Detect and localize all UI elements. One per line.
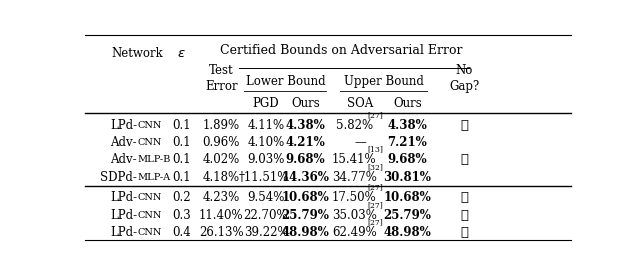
Text: 4.38%: 4.38% bbox=[286, 119, 326, 132]
Text: ✓: ✓ bbox=[460, 119, 468, 132]
Text: 35.03%: 35.03% bbox=[332, 209, 377, 221]
Text: 10.68%: 10.68% bbox=[282, 191, 330, 204]
Text: 39.22%: 39.22% bbox=[244, 226, 288, 239]
Text: MLP-A: MLP-A bbox=[137, 173, 170, 182]
Text: 9.54%: 9.54% bbox=[247, 191, 285, 204]
Text: Adv-: Adv- bbox=[111, 153, 137, 166]
Text: ✓: ✓ bbox=[460, 191, 468, 204]
Text: $\epsilon$: $\epsilon$ bbox=[177, 46, 186, 59]
Text: LPd-: LPd- bbox=[110, 226, 137, 239]
Text: LPd-: LPd- bbox=[110, 119, 137, 132]
Text: CNN: CNN bbox=[137, 138, 161, 147]
Text: ✓: ✓ bbox=[460, 226, 468, 239]
Text: CNN: CNN bbox=[137, 193, 161, 202]
Text: 25.79%: 25.79% bbox=[383, 209, 431, 221]
Text: MLP-B: MLP-B bbox=[137, 155, 170, 164]
Text: Network: Network bbox=[111, 46, 163, 59]
Text: 4.23%: 4.23% bbox=[203, 191, 240, 204]
Text: 0.1: 0.1 bbox=[172, 171, 191, 183]
Text: 4.02%: 4.02% bbox=[203, 153, 240, 166]
Text: 9.03%: 9.03% bbox=[247, 153, 285, 166]
Text: 62.49%: 62.49% bbox=[332, 226, 377, 239]
Text: 0.2: 0.2 bbox=[172, 191, 191, 204]
Text: PGD: PGD bbox=[253, 97, 279, 110]
Text: [32]: [32] bbox=[367, 163, 383, 171]
Text: 7.21%: 7.21% bbox=[387, 136, 428, 149]
Text: CNN: CNN bbox=[137, 210, 161, 220]
Text: LPd-: LPd- bbox=[110, 209, 137, 221]
Text: 1.89%: 1.89% bbox=[203, 119, 240, 132]
Text: SDPd-: SDPd- bbox=[100, 171, 137, 183]
Text: 14.36%: 14.36% bbox=[282, 171, 330, 183]
Text: [13]: [13] bbox=[367, 145, 383, 154]
Text: LPd-: LPd- bbox=[110, 191, 137, 204]
Text: †11.51%: †11.51% bbox=[238, 171, 289, 183]
Text: [27]: [27] bbox=[367, 183, 383, 192]
Text: 48.98%: 48.98% bbox=[282, 226, 330, 239]
Text: Ours: Ours bbox=[393, 97, 422, 110]
Text: [27]: [27] bbox=[367, 218, 383, 226]
Text: 25.79%: 25.79% bbox=[282, 209, 330, 221]
Text: Lower Bound: Lower Bound bbox=[246, 75, 326, 88]
Text: 34.77%: 34.77% bbox=[332, 171, 377, 183]
Text: 0.1: 0.1 bbox=[172, 136, 191, 149]
Text: 17.50%: 17.50% bbox=[332, 191, 377, 204]
Text: 4.38%: 4.38% bbox=[387, 119, 428, 132]
Text: 0.4: 0.4 bbox=[172, 226, 191, 239]
Text: 9.68%: 9.68% bbox=[388, 153, 427, 166]
Text: ✓: ✓ bbox=[460, 209, 468, 221]
Text: 26.13%: 26.13% bbox=[199, 226, 244, 239]
Text: 4.11%: 4.11% bbox=[248, 119, 285, 132]
Text: 0.3: 0.3 bbox=[172, 209, 191, 221]
Text: 4.18%: 4.18% bbox=[203, 171, 240, 183]
Text: Certified Bounds on Adversarial Error: Certified Bounds on Adversarial Error bbox=[220, 45, 463, 58]
Text: 30.81%: 30.81% bbox=[383, 171, 431, 183]
Text: 10.68%: 10.68% bbox=[383, 191, 431, 204]
Text: 22.70%: 22.70% bbox=[244, 209, 288, 221]
Text: 9.68%: 9.68% bbox=[286, 153, 326, 166]
Text: CNN: CNN bbox=[137, 121, 161, 130]
Text: CNN: CNN bbox=[137, 228, 161, 237]
Text: Ours: Ours bbox=[291, 97, 320, 110]
Text: 0.1: 0.1 bbox=[172, 153, 191, 166]
Text: 0.96%: 0.96% bbox=[203, 136, 240, 149]
Text: 0.1: 0.1 bbox=[172, 119, 191, 132]
Text: 11.40%: 11.40% bbox=[199, 209, 244, 221]
Text: —: — bbox=[355, 136, 366, 149]
Text: Test
Error: Test Error bbox=[205, 64, 237, 93]
Text: 5.82%: 5.82% bbox=[336, 119, 373, 132]
Text: Adv-: Adv- bbox=[111, 136, 137, 149]
Text: 48.98%: 48.98% bbox=[383, 226, 431, 239]
Text: ✓: ✓ bbox=[460, 153, 468, 166]
Text: No
Gap?: No Gap? bbox=[449, 64, 479, 93]
Text: 15.41%: 15.41% bbox=[332, 153, 376, 166]
Text: 4.10%: 4.10% bbox=[248, 136, 285, 149]
Text: [27]: [27] bbox=[367, 201, 383, 209]
Text: [27]: [27] bbox=[367, 111, 383, 119]
Text: 4.21%: 4.21% bbox=[286, 136, 326, 149]
Text: SOA: SOA bbox=[347, 97, 373, 110]
Text: Upper Bound: Upper Bound bbox=[344, 75, 424, 88]
